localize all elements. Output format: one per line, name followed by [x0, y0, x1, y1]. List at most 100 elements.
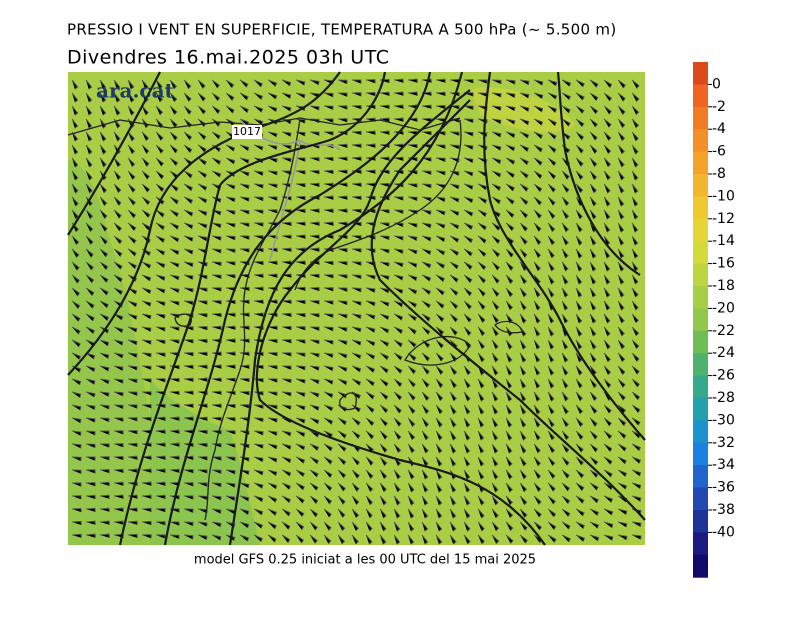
wind-barb — [631, 287, 639, 298]
wind-barb — [71, 339, 81, 348]
wind-barb — [99, 339, 110, 347]
wind-barb — [407, 261, 418, 268]
wind-barb — [435, 352, 444, 362]
wind-barb — [533, 196, 543, 206]
wind-barb — [351, 182, 362, 187]
wind-barb — [421, 300, 431, 309]
wind-barb — [71, 326, 81, 335]
wind-barb — [71, 144, 79, 155]
wind-barb — [575, 495, 585, 504]
wind-barb — [463, 313, 472, 323]
isobar — [67, 71, 341, 376]
wind-barb — [85, 417, 96, 423]
wind-barb — [114, 417, 124, 422]
wind-barb — [407, 313, 417, 321]
wind-barb — [113, 468, 124, 473]
wind-barb — [155, 507, 166, 513]
wind-barb — [169, 429, 180, 434]
wind-barb — [435, 534, 443, 545]
wind-barb — [211, 521, 222, 528]
wind-barb — [337, 495, 346, 505]
wind-barb — [211, 469, 222, 474]
wind-barb — [239, 209, 250, 215]
wind-barb — [631, 261, 639, 272]
wind-barb — [575, 339, 583, 350]
wind-barb — [463, 404, 471, 415]
wind-barb — [85, 378, 96, 385]
wind-barb — [127, 105, 135, 116]
wind-barb — [225, 79, 235, 89]
wind-barb — [169, 455, 180, 460]
wind-barb — [267, 391, 278, 396]
wind-barb — [323, 169, 334, 174]
wind-barb — [295, 312, 306, 318]
wind-barb — [71, 352, 82, 360]
wind-barb — [309, 169, 320, 175]
wind-barb — [407, 508, 415, 519]
wind-barb — [183, 209, 194, 217]
wind-barb — [379, 117, 390, 122]
colorbar-segment — [693, 375, 708, 399]
wind-barb — [519, 352, 527, 363]
wind-barb — [295, 443, 306, 451]
wind-barb — [491, 300, 500, 311]
wind-barb — [253, 196, 264, 202]
wind-barb — [365, 469, 374, 479]
wind-barb — [281, 534, 291, 543]
wind-barb — [379, 482, 388, 493]
wind-barb — [603, 196, 611, 207]
wind-barb — [239, 495, 250, 502]
wind-barb — [127, 261, 137, 270]
wind-barb — [309, 313, 320, 318]
wind-barb — [351, 508, 360, 519]
wind-barb — [225, 261, 236, 266]
wind-barb — [407, 378, 417, 388]
wind-barb — [239, 312, 250, 317]
wind-barb — [296, 339, 306, 344]
wind-barb — [561, 339, 569, 350]
wind-barb — [281, 299, 292, 304]
wind-barb — [575, 131, 585, 141]
wind-barb — [85, 482, 96, 487]
wind-barb — [421, 352, 431, 362]
wind-barb — [113, 339, 124, 346]
wind-barb — [393, 196, 404, 201]
wind-barb — [309, 469, 319, 478]
wind-barb — [561, 300, 569, 311]
wind-barb — [113, 455, 124, 461]
wind-barb — [421, 326, 431, 335]
wind-barb — [561, 443, 570, 453]
wind-barb — [505, 209, 515, 218]
wind-barb — [617, 365, 626, 375]
wind-barb — [589, 378, 598, 389]
wind-barb — [435, 430, 443, 441]
wind-barb — [99, 274, 109, 283]
wind-barb — [491, 417, 499, 428]
wind-barb — [561, 274, 569, 285]
wind-barb — [295, 286, 306, 291]
wind-barb — [533, 508, 542, 518]
wind-barb — [547, 92, 558, 100]
wind-barb — [477, 508, 485, 519]
wind-barb — [323, 287, 334, 292]
wind-barb — [183, 131, 193, 141]
wind-barb — [449, 456, 457, 467]
wind-barb — [561, 183, 570, 193]
wind-barb — [127, 79, 135, 90]
wind-barb — [127, 520, 138, 525]
wind-barb — [99, 183, 108, 194]
wind-barb — [603, 430, 613, 440]
wind-barb — [449, 313, 459, 323]
wind-barb — [631, 456, 642, 464]
wind-barb — [197, 313, 208, 318]
wind-barb — [141, 157, 150, 167]
wind-barb — [379, 469, 388, 480]
wind-barb — [267, 378, 278, 383]
wind-barb — [183, 222, 194, 230]
wind-barb — [421, 287, 432, 295]
wind-barb — [295, 260, 306, 265]
wind-barb — [71, 533, 82, 538]
wind-barb — [589, 339, 597, 350]
wind-barb — [547, 326, 555, 337]
wind-barb — [197, 105, 207, 115]
